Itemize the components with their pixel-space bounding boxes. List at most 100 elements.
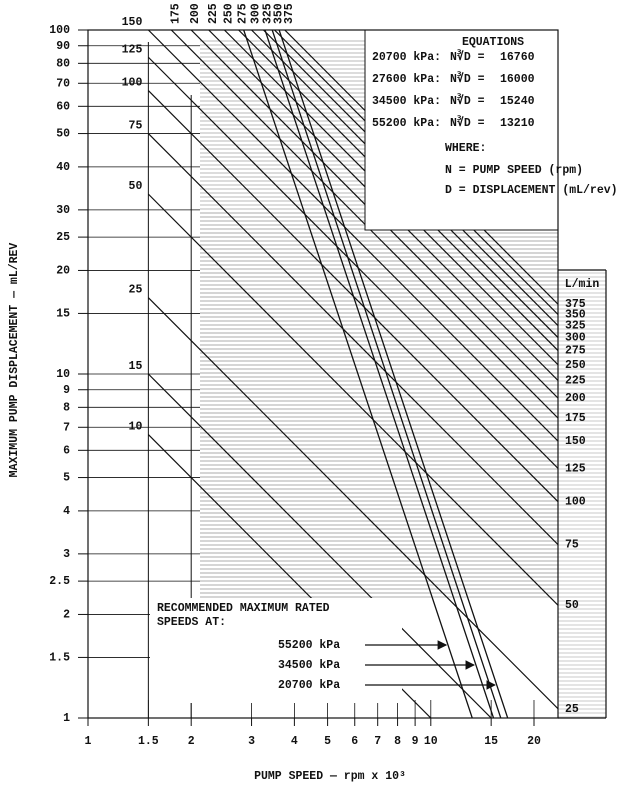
x-tick-label: 3 (248, 735, 255, 748)
plot-frame (87, 29, 559, 719)
x-tick-label: 9 (412, 735, 419, 748)
equation-box (364, 29, 559, 231)
x-tick-label: 10 (424, 735, 438, 748)
y-tick-label: 15 (56, 307, 70, 320)
flow-label: 25 (565, 703, 579, 716)
flow-label: 175 (169, 3, 182, 24)
speed-line (264, 30, 495, 718)
flow-label: 325 (262, 3, 275, 24)
recommended-label: 55200 kPa (278, 639, 340, 652)
x-tick-label: 20 (527, 735, 541, 748)
recommended-box (150, 598, 402, 703)
where-title: WHERE: (445, 142, 486, 155)
flow-label: 200 (189, 3, 202, 24)
flow-label: 150 (122, 16, 143, 29)
y-tick-label: 7 (63, 421, 70, 434)
flow-label: 325 (565, 320, 586, 333)
x-tick-label: 1.5 (138, 735, 159, 748)
equation-label: 34500 kPa: (372, 95, 441, 108)
y-tick-label: 4 (63, 505, 70, 518)
x-tick-label: 7 (374, 735, 381, 748)
recommended-label: 20700 kPa (278, 679, 340, 692)
flow-label: 200 (565, 392, 586, 405)
flow-label: 150 (565, 435, 586, 448)
y-tick-label: 6 (63, 444, 70, 457)
flow-label: 250 (565, 359, 586, 372)
y-tick-label: 10 (56, 368, 70, 381)
definition: D = DISPLACEMENT (mL/rev) (445, 184, 618, 197)
equation-formula: N∛D = (450, 93, 485, 108)
y-tick-label: 100 (49, 24, 70, 37)
flow-line (147, 133, 558, 546)
y-tick-label: 8 (63, 401, 70, 414)
flow-label: 250 (222, 3, 235, 24)
flow-label: 300 (250, 3, 263, 24)
hatching (200, 40, 606, 720)
flow-label: 350 (565, 309, 586, 322)
y-tick-label: 2 (63, 608, 70, 621)
definition: N = PUMP SPEED (rpm) (445, 164, 583, 177)
flow-label: 225 (207, 3, 220, 24)
flow-label: 275 (237, 3, 250, 24)
equation-formula: N∛D = (450, 49, 485, 64)
equations-title: EQUATIONS (462, 36, 524, 49)
x-tick-label: 1 (85, 735, 92, 748)
y-tick-label: 9 (63, 384, 70, 397)
flow-label: 100 (565, 496, 586, 509)
equation-label: 27600 kPa: (372, 73, 441, 86)
equation-constant: 16000 (500, 73, 535, 86)
flow-line (147, 297, 558, 710)
flow-label: 375 (565, 298, 586, 311)
y-tick-label: 30 (56, 204, 70, 217)
y-tick-label: 70 (56, 77, 70, 90)
flow-label: 75 (565, 539, 579, 552)
speed-line (278, 30, 509, 718)
recommended-title: SPEEDS AT: (157, 616, 226, 629)
y-tick-label: 60 (56, 100, 70, 113)
flow-line (147, 373, 492, 718)
y-tick-label: 1 (63, 712, 70, 725)
y-tick-label: 40 (56, 161, 70, 174)
flow-label: 75 (129, 120, 143, 133)
flow-label: 125 (122, 43, 143, 56)
equation-label: 55200 kPa: (372, 117, 441, 130)
y-tick-label: 1.5 (49, 651, 70, 664)
y-tick-label: 5 (63, 472, 70, 485)
flow-label: 175 (565, 412, 586, 425)
equation-constant: 15240 (500, 95, 535, 108)
speed-line (243, 30, 473, 718)
flow-label: 100 (122, 77, 143, 90)
y-tick-label: 90 (56, 40, 70, 53)
flow-label: 125 (565, 462, 586, 475)
flow-line (147, 30, 558, 442)
y-tick-label: 3 (63, 548, 70, 561)
recommended-label: 34500 kPa (278, 659, 340, 672)
y-axis-title: MAXIMUM PUMP DISPLACEMENT — mL/REV (8, 243, 21, 478)
y-tick-label: 80 (56, 57, 70, 70)
flow-unit: L/min (565, 278, 600, 291)
x-tick-label: 2 (188, 735, 195, 748)
flow-label: 15 (129, 360, 143, 373)
equation-constant: 16760 (500, 51, 535, 64)
flow-label: 225 (565, 375, 586, 388)
equation-formula: N∛D = (450, 71, 485, 86)
equation-constant: 13210 (500, 117, 535, 130)
speed-line (271, 30, 502, 718)
x-tick-label: 8 (394, 735, 401, 748)
flow-label: 350 (273, 3, 286, 24)
flow-label: 50 (565, 599, 579, 612)
flow-label: 25 (129, 284, 143, 297)
y-tick-label: 20 (56, 264, 70, 277)
y-tick-label: 25 (56, 231, 70, 244)
recommended-title: RECOMMENDED MAXIMUM RATED (157, 602, 330, 615)
flow-line (147, 56, 558, 469)
y-tick-label: 2.5 (49, 575, 70, 588)
x-tick-label: 5 (324, 735, 331, 748)
flow-label: 10 (129, 421, 143, 434)
flow-line (147, 193, 558, 606)
x-tick-label: 4 (291, 735, 298, 748)
equation-label: 20700 kPa: (372, 51, 441, 64)
lines (147, 30, 558, 718)
flow-label: 375 (283, 3, 296, 24)
